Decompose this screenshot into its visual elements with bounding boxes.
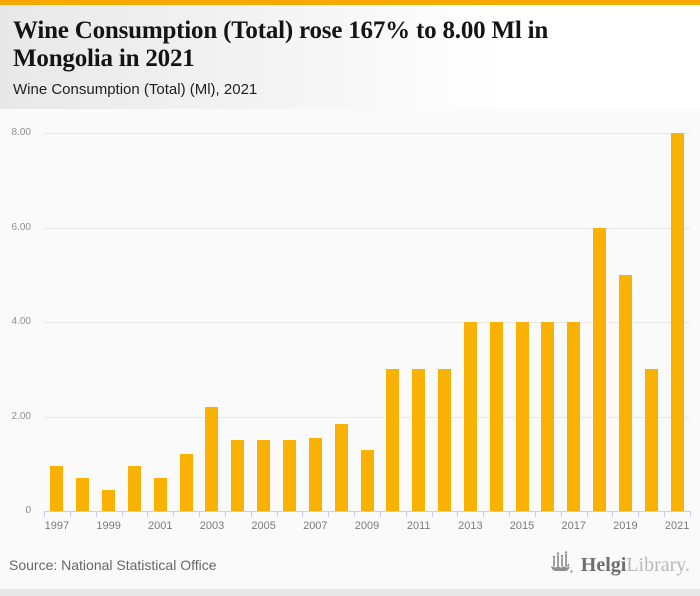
bar-2015[interactable] <box>515 322 529 511</box>
gridline <box>44 133 690 134</box>
page-subtitle: Wine Consumption (Total) (Ml), 2021 <box>13 81 258 98</box>
x-axis-tick <box>173 511 175 517</box>
x-axis-tick <box>509 511 511 517</box>
bar-1997[interactable] <box>50 466 64 511</box>
y-axis-label: 8.00 <box>11 127 31 138</box>
bar-2019[interactable] <box>618 274 632 511</box>
x-axis-tick <box>405 511 407 517</box>
x-axis-tick <box>199 511 201 517</box>
bar-2021[interactable] <box>670 133 684 511</box>
x-axis-tick <box>95 511 97 517</box>
x-axis-tick <box>664 511 666 517</box>
helgi-ship-bars-icon <box>550 550 576 579</box>
x-axis-tick <box>586 511 588 517</box>
x-axis-tick <box>638 511 640 517</box>
bar-2001[interactable] <box>153 477 167 511</box>
x-axis-label: 2005 <box>251 520 276 532</box>
bottom-strip <box>0 589 700 596</box>
x-axis-tick <box>302 511 304 517</box>
x-axis-tick <box>121 511 123 517</box>
x-axis-label: 2021 <box>664 520 690 532</box>
footer: Source: National Statistical Office Helg… <box>0 540 700 589</box>
gridline <box>44 227 690 229</box>
x-axis-label: 2017 <box>561 520 586 532</box>
x-axis-tick <box>328 511 330 517</box>
page-title-line1: Wine Consumption (Total) rose 167% to 8.… <box>13 17 549 44</box>
chart: 0 2.00 4.00 6.00 8.00 1997 1999 2001 2003 2005 20… <box>0 109 700 540</box>
x-axis-tick <box>612 511 614 517</box>
x-axis-label: 2007 <box>303 520 328 532</box>
bar-1999[interactable] <box>102 489 116 511</box>
y-axis-label: 2.00 <box>11 410 31 422</box>
bar-2002[interactable] <box>179 454 193 511</box>
x-axis-tick <box>69 511 71 517</box>
bar-2014[interactable] <box>489 322 503 511</box>
page-title-line2: Mongolia in 2021 <box>13 45 195 72</box>
bar-2008[interactable] <box>334 423 348 511</box>
x-axis-label: 2003 <box>199 520 225 532</box>
x-axis-label: 2009 <box>354 520 380 532</box>
gridline <box>44 416 690 418</box>
x-axis-tick <box>147 511 149 517</box>
x-axis-tick <box>690 511 691 517</box>
x-axis-tick <box>379 511 381 517</box>
plot-area <box>44 133 690 512</box>
x-axis-tick <box>457 511 459 517</box>
helgi-library-logo[interactable]: HelgiLibrary. <box>550 550 690 579</box>
x-axis-label: 2011 <box>406 520 431 532</box>
x-axis-tick <box>483 511 485 517</box>
bar-2006[interactable] <box>282 440 296 511</box>
header: Wine Consumption (Total) rose 167% to 8.… <box>0 5 700 109</box>
bar-2020[interactable] <box>644 369 658 511</box>
gridline <box>44 322 690 323</box>
bar-2004[interactable] <box>231 440 245 511</box>
y-axis-label: 0 <box>25 505 31 516</box>
bar-2005[interactable] <box>257 440 271 511</box>
bar-2000[interactable] <box>127 466 141 511</box>
bar-2007[interactable] <box>308 437 322 511</box>
bar-2009[interactable] <box>360 449 374 511</box>
x-axis-label: 1997 <box>44 520 70 532</box>
x-axis-tick <box>560 511 562 517</box>
x-axis-tick <box>276 511 278 517</box>
bar-2013[interactable] <box>463 322 477 511</box>
bar-2018[interactable] <box>593 227 607 511</box>
bar-2011[interactable] <box>412 369 426 511</box>
x-axis-label: 2015 <box>509 520 535 532</box>
logo-text-library: Library. <box>626 553 690 576</box>
bar-2012[interactable] <box>438 369 452 511</box>
logo-wordmark: HelgiLibrary. <box>581 553 690 577</box>
y-axis-label: 4.00 <box>11 316 31 327</box>
x-axis-tick <box>354 511 356 517</box>
x-axis-tick <box>224 511 226 517</box>
x-axis-tick <box>250 511 252 517</box>
bar-2010[interactable] <box>386 369 400 511</box>
bar-2003[interactable] <box>205 407 219 511</box>
x-axis-tick <box>44 511 45 517</box>
source-text: Source: National Statistical Office <box>9 556 217 573</box>
x-axis-tick <box>431 511 433 517</box>
y-axis-label: 6.00 <box>11 221 31 233</box>
logo-text-helgi: Helgi <box>580 553 627 576</box>
bar-2016[interactable] <box>541 322 555 511</box>
x-axis-label: 2013 <box>458 520 483 532</box>
top-accent-bar <box>0 0 700 5</box>
page-title: Wine Consumption (Total) rose 167% to 8.… <box>13 17 686 73</box>
x-axis-label: 1999 <box>96 520 121 532</box>
x-axis-line <box>44 511 690 512</box>
x-axis-tick <box>534 511 536 517</box>
bar-1998[interactable] <box>76 477 90 511</box>
x-axis-label: 2001 <box>148 520 173 532</box>
bar-2017[interactable] <box>567 322 581 511</box>
x-axis-label: 2019 <box>613 520 638 532</box>
